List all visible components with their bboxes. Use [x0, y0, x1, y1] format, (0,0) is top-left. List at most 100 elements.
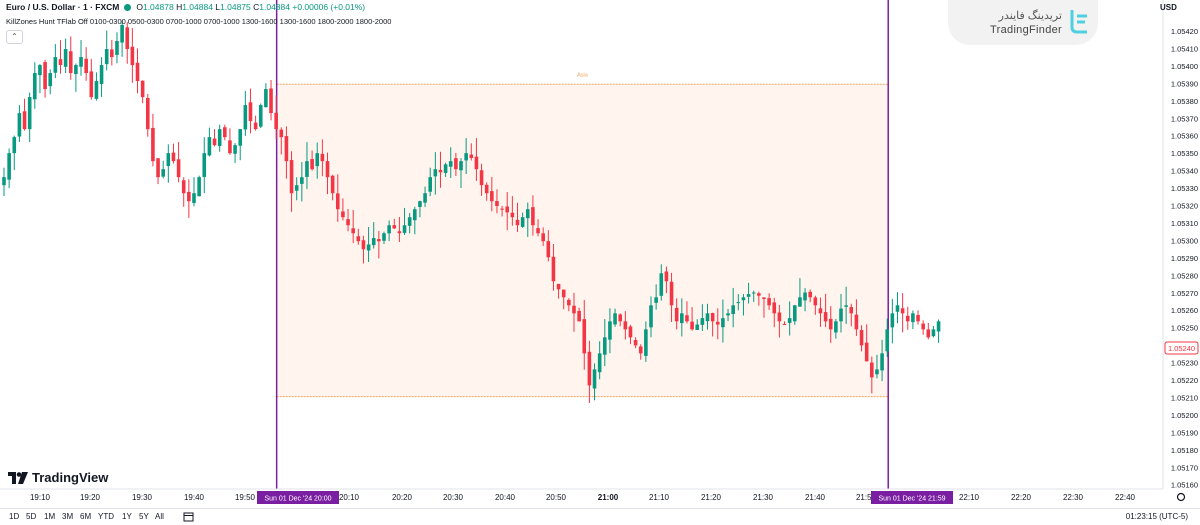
time-tick-label: 20:30: [443, 493, 464, 502]
candle-body: [63, 49, 68, 67]
candle-body: [777, 312, 782, 322]
price-tick-label: 1.05410: [1171, 44, 1198, 53]
candle-body: [823, 312, 828, 322]
candle-body: [228, 140, 232, 154]
candle-body: [854, 314, 859, 330]
candle-body: [762, 297, 766, 299]
candle-body: [649, 305, 653, 328]
candle-body: [597, 353, 602, 373]
candle-body: [22, 111, 27, 130]
gear-icon[interactable]: [1176, 492, 1186, 502]
candle-body: [757, 293, 761, 296]
candle-body: [628, 326, 633, 338]
candle-body: [382, 233, 386, 241]
candle-body: [438, 169, 443, 173]
price-tick-label: 1.05390: [1171, 79, 1198, 88]
chart-header: Euro / U.S. Dollar · 1 · FXCM O1.04878 H…: [6, 2, 365, 12]
chevron-up-icon[interactable]: ⌃: [6, 30, 23, 44]
candle-body: [192, 193, 196, 203]
candle-body: [474, 156, 479, 170]
candle-body: [217, 129, 222, 147]
candle-body: [407, 217, 412, 226]
candle-body: [79, 57, 83, 67]
candle-body: [577, 310, 581, 322]
timeframe-5d[interactable]: 5D: [26, 512, 37, 521]
timeframe-5y[interactable]: 5Y: [139, 512, 149, 521]
candle-body: [787, 318, 792, 323]
candle-body: [700, 318, 705, 325]
time-tick-label: 20:50: [546, 493, 567, 502]
tradingview-icon: [8, 471, 28, 484]
candle-body: [546, 241, 551, 258]
candle-body: [792, 305, 797, 322]
time-tick-label: 19:50: [235, 493, 256, 502]
timeframe-1y[interactable]: 1Y: [122, 512, 132, 521]
candle-body: [166, 153, 171, 167]
ohlc-value: 1.04884: [259, 2, 293, 12]
candle-body: [387, 225, 391, 234]
candle-body: [115, 41, 119, 55]
price-tick-label: 1.05310: [1171, 219, 1198, 228]
candle-body: [705, 313, 710, 322]
price-tick-label: 1.05200: [1171, 411, 1198, 420]
time-tick-label: 22:40: [1115, 493, 1136, 502]
timeframe-3m[interactable]: 3M: [62, 512, 74, 521]
price-tick-label: 1.05290: [1171, 254, 1198, 263]
ohlc-key: H: [176, 2, 183, 12]
candle-body: [423, 193, 427, 203]
time-tick-label: 19:20: [80, 493, 101, 502]
time-tick-label: 21:40: [805, 493, 826, 502]
candle-body: [551, 256, 556, 282]
candle-body: [618, 314, 622, 322]
candle-body: [58, 59, 63, 66]
candle-body: [685, 315, 689, 322]
ohlc-value: 1.04884: [182, 2, 216, 12]
tradingview-logo: TradingView: [8, 470, 108, 485]
candle-body: [633, 340, 638, 346]
currency-label[interactable]: USD: [1160, 3, 1177, 12]
candle-body: [38, 65, 42, 76]
candle-body: [469, 154, 474, 158]
candle-body: [330, 175, 335, 194]
candle-body: [7, 153, 11, 180]
timeframe-1d[interactable]: 1D: [9, 512, 20, 521]
indicator-legend[interactable]: KillZones Hunt TFlab Off 0100-0300 0500-…: [6, 17, 392, 26]
price-tick-label: 1.05380: [1171, 97, 1198, 106]
candle-body: [654, 297, 658, 303]
market-status-dot: [124, 3, 132, 11]
candle-body: [515, 219, 520, 226]
price-tick-label: 1.05210: [1171, 393, 1198, 402]
calendar-icon[interactable]: [183, 511, 194, 522]
candle-body: [870, 362, 874, 378]
candle-body: [834, 321, 838, 333]
candle-body: [587, 351, 592, 386]
candle-body: [413, 209, 417, 221]
utc-clock[interactable]: 01:23:15 (UTC-5): [1125, 512, 1188, 521]
candle-body: [202, 153, 207, 177]
candle-body: [258, 105, 263, 127]
candle-body: [156, 158, 160, 178]
candle-body: [926, 329, 931, 338]
candle-body: [849, 307, 854, 314]
time-cursor-label: Sun 01 Dec '24 21:59: [878, 496, 945, 503]
timeframe-1m[interactable]: 1M: [44, 512, 56, 521]
timeframe-all[interactable]: All: [155, 512, 164, 521]
candle-body: [931, 329, 936, 337]
price-tick-label: 1.05260: [1171, 306, 1198, 315]
candle-body: [130, 46, 135, 66]
candle-body: [659, 273, 664, 296]
time-tick-label: 21:10: [649, 493, 670, 502]
current-price-tag[interactable]: [1164, 341, 1199, 355]
timeframe-6m[interactable]: 6M: [80, 512, 92, 521]
candle-body: [448, 161, 453, 167]
candle-body: [520, 217, 525, 227]
timeframe-ytd[interactable]: YTD: [98, 512, 114, 521]
candle-body: [556, 283, 561, 290]
symbol-title[interactable]: Euro / U.S. Dollar · 1 · FXCM: [6, 2, 120, 12]
candle-body: [269, 88, 273, 114]
candle-body: [890, 313, 895, 328]
ohlc-key: L: [215, 2, 221, 12]
candle-body: [207, 137, 212, 156]
candle-body: [880, 353, 884, 371]
